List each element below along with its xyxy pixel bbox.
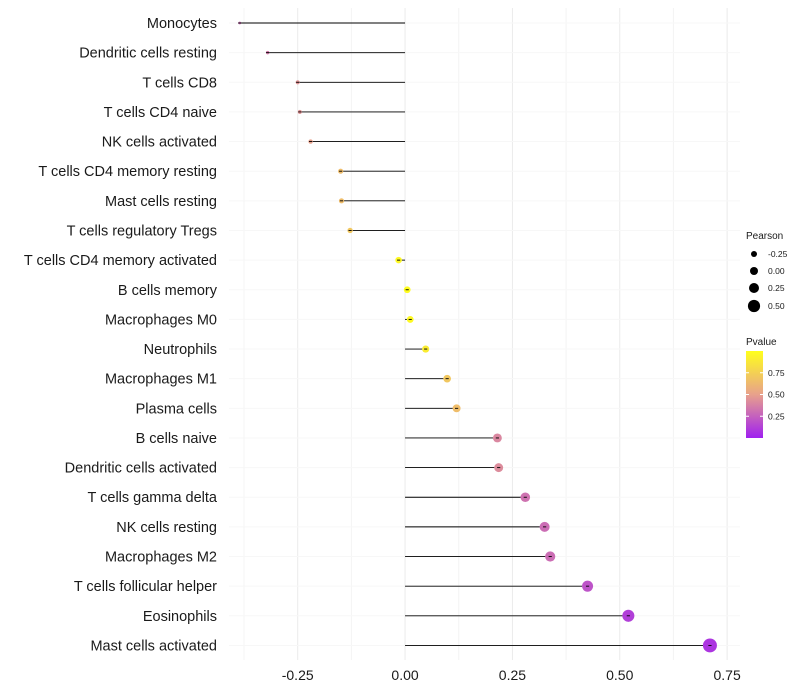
size-legend-key [749, 283, 759, 293]
category-label-nk-cells-resting: NK cells resting [116, 520, 217, 536]
color-legend-label: 0.75 [768, 368, 785, 378]
color-legend-label: 0.25 [768, 411, 785, 421]
color-legend-colorbar [746, 351, 763, 438]
x-tick-label: -0.25 [282, 667, 314, 683]
category-label-mast-cells-resting: Mast cells resting [105, 194, 217, 210]
category-label-monocytes: Monocytes [147, 16, 217, 32]
category-label-t-cells-cd8: T cells CD8 [142, 75, 217, 91]
size-legend-label: 0.50 [768, 301, 785, 311]
x-tick-label: 0.75 [713, 667, 740, 683]
size-legend-label: -0.25 [768, 249, 788, 259]
category-label-b-cells-memory: B cells memory [118, 283, 218, 299]
category-label-neutrophils: Neutrophils [144, 342, 217, 358]
category-label-plasma-cells: Plasma cells [136, 401, 217, 417]
size-legend-label: 0.00 [768, 266, 785, 276]
category-label-dendritic-cells-resting: Dendritic cells resting [79, 46, 217, 62]
category-label-mast-cells-activated: Mast cells activated [90, 638, 217, 654]
size-legend-key [747, 299, 761, 313]
category-label-t-cells-cd4-memory-activated: T cells CD4 memory activated [24, 253, 217, 269]
color-legend-label: 0.50 [768, 390, 785, 400]
x-axis-tick-labels: -0.25 0.00 0.25 0.50 0.75 [282, 667, 741, 683]
category-labels: Monocytes Dendritic cells resting T cells … [24, 16, 218, 654]
category-label-t-cells-regulatory-tregs: T cells regulatory Tregs [67, 223, 217, 239]
category-label-macrophages-m1: Macrophages M1 [105, 372, 217, 388]
grid-lines [229, 8, 740, 660]
lollipop-dots [238, 21, 717, 653]
category-label-macrophages-m2: Macrophages M2 [105, 550, 217, 566]
x-tick-label: 0.25 [499, 667, 526, 683]
size-legend: Pearson -0.25 0.00 0.25 0.50 [746, 231, 788, 313]
lollipop-stems [239, 22, 710, 646]
size-legend-key [751, 251, 757, 257]
category-label-macrophages-m0: Macrophages M0 [105, 312, 217, 328]
x-tick-label: 0.50 [606, 667, 633, 683]
category-label-t-cells-follicular-helper: T cells follicular helper [74, 579, 217, 595]
category-label-dendritic-cells-activated: Dendritic cells activated [65, 461, 217, 477]
size-legend-title: Pearson [746, 231, 783, 242]
category-label-eosinophils: Eosinophils [143, 609, 217, 625]
category-label-nk-cells-activated: NK cells activated [102, 135, 217, 151]
size-legend-key [750, 267, 758, 275]
category-label-t-cells-gamma-delta: T cells gamma delta [88, 490, 218, 506]
size-legend-label: 0.25 [768, 283, 785, 293]
x-tick-label: 0.00 [391, 667, 418, 683]
category-label-t-cells-cd4-memory-resting: T cells CD4 memory resting [38, 164, 217, 180]
color-legend-title: Pvalue [746, 337, 777, 348]
color-legend: Pvalue 0.25 0.50 0.75 [746, 337, 785, 438]
category-label-b-cells-naive: B cells naive [136, 431, 217, 447]
category-label-t-cells-cd4-naive: T cells CD4 naive [104, 105, 217, 121]
